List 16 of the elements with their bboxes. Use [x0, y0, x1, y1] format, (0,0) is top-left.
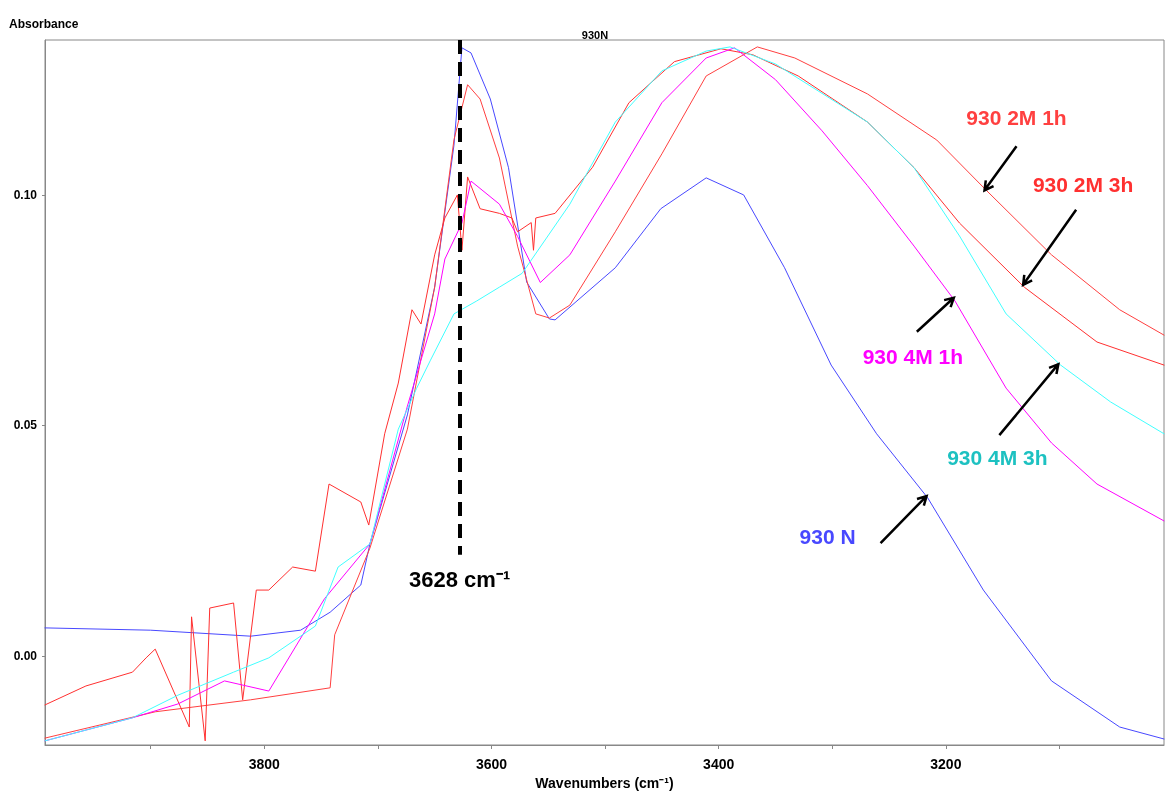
annotation: 930 4M 3h	[947, 446, 1048, 470]
x-tick-label: 3400	[703, 756, 735, 772]
x-tick-label: 3600	[475, 756, 508, 772]
chart-title: 930N	[581, 28, 609, 41]
y-tick-label: 0.00	[13, 649, 38, 664]
y-tick-label: 0.10	[13, 187, 38, 202]
x-tick-label: 3200	[930, 756, 962, 772]
y-axis-title: Absorbance	[9, 17, 79, 31]
annotation: 930 2M 3h	[1032, 172, 1134, 196]
annotation: 930 N	[799, 525, 856, 549]
annotation: 930 4M 1h	[862, 344, 964, 368]
x-axis-title: Wavenumbers (cm⁻¹)	[535, 774, 674, 791]
annotation: 930 2M 1h	[966, 106, 1067, 130]
y-tick-label: 0.05	[13, 418, 38, 433]
x-tick-label: 3800	[248, 756, 281, 772]
ref-line-label: 3628 cm⁻¹	[409, 567, 511, 593]
